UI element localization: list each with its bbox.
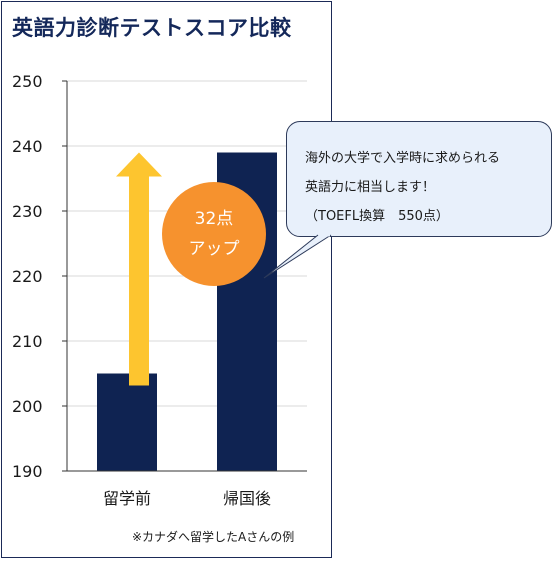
y-axis: 190 200 210 220 230 240 250 (12, 72, 68, 481)
y-tick-label: 200 (12, 397, 43, 416)
y-tick-label: 210 (12, 332, 43, 351)
x-tick-label: 帰国後 (223, 489, 271, 508)
speech-bubble: 海外の大学で入学時に求められる 英語力に相当します！ （TOEFL換算 550点… (286, 121, 552, 237)
increase-arrow (116, 152, 162, 386)
x-tick-label: 留学前 (103, 489, 151, 508)
y-tick-label: 220 (12, 267, 43, 286)
bubble-line-3: （TOEFL換算 550点） (305, 209, 449, 224)
up-arrow (116, 152, 162, 386)
score-up-badge: 32点 アップ (162, 182, 266, 286)
x-axis: 留学前 帰国後 (67, 470, 307, 508)
y-tick-label: 190 (12, 462, 43, 481)
bubble-line-2: 英語力に相当します！ (305, 180, 436, 195)
badge-points: 32点 (194, 209, 234, 229)
chart-title: 英語力診断テストスコア比較 (12, 16, 292, 40)
y-tick-label: 240 (12, 137, 43, 156)
y-tick-label: 250 (12, 72, 43, 91)
y-tick-label: 230 (12, 202, 43, 221)
footnote: ※カナダへ留学したAさんの例 (132, 530, 295, 544)
bar (97, 373, 157, 471)
badge-label: アップ (188, 239, 240, 259)
bubble-line-1: 海外の大学で入学時に求められる (305, 151, 501, 166)
